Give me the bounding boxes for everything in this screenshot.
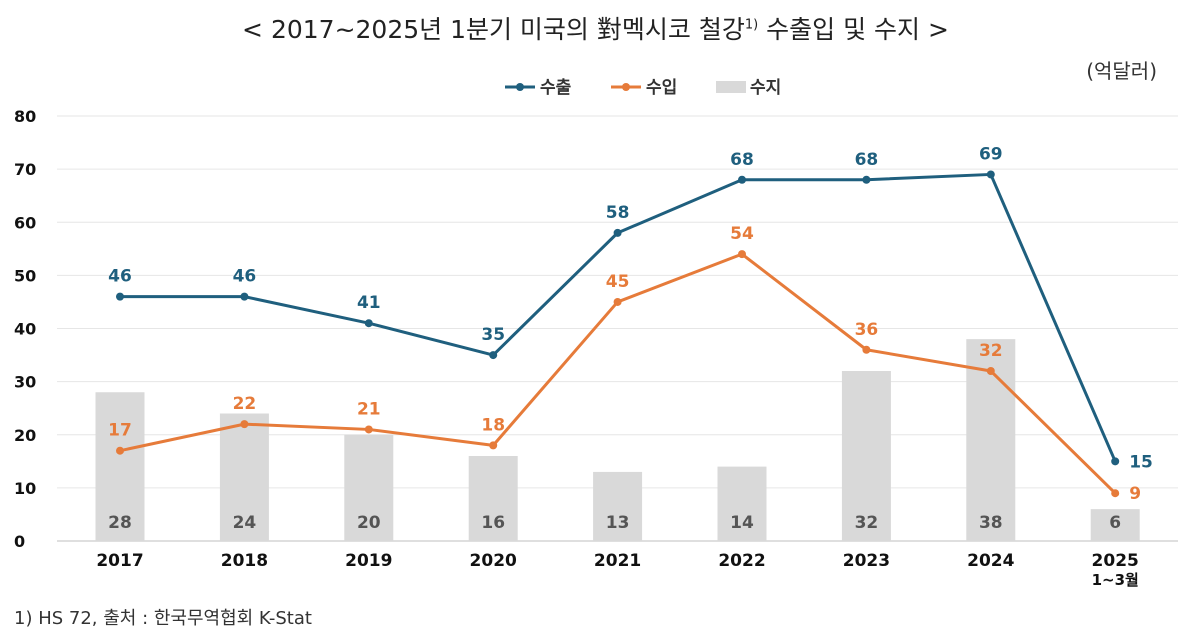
title-text: < 2017~2025년 1분기 미국의 對멕시코 철강 — [242, 15, 745, 44]
import-value-label: 32 — [979, 341, 1003, 361]
y-tick-label: 10 — [14, 479, 36, 498]
legend-export-label: 수출 — [540, 78, 572, 98]
legend-export-marker — [516, 83, 524, 91]
balance-bar — [344, 434, 394, 541]
title-suffix: 수출입 및 수지 > — [758, 15, 949, 44]
export-point — [986, 170, 995, 179]
import-point — [738, 250, 746, 259]
export-point — [1111, 457, 1120, 466]
legend-import-marker — [622, 83, 630, 91]
export-value-label: 69 — [979, 144, 1003, 164]
footnote: 1) HS 72, 출처 : 한국무역협회 K-Stat — [14, 608, 312, 629]
balance-value-label: 38 — [979, 513, 1003, 533]
balance-bar — [593, 471, 643, 541]
balance-value-label: 6 — [1109, 513, 1121, 533]
y-tick-label: 80 — [14, 107, 36, 126]
import-point — [1111, 489, 1120, 498]
import-point — [364, 425, 373, 434]
export-value-label: 68 — [730, 150, 754, 170]
unit-label: (억달러) — [1086, 59, 1157, 83]
import-point — [489, 441, 498, 450]
export-point — [489, 351, 498, 360]
export-point — [240, 292, 249, 301]
import-value-label: 17 — [108, 421, 132, 441]
balance-bar — [1090, 509, 1140, 541]
import-value-label: 36 — [855, 320, 879, 340]
balance-bar — [468, 456, 518, 541]
y-tick-label: 30 — [14, 373, 36, 392]
export-point — [613, 228, 622, 237]
balance-bar — [95, 392, 145, 541]
export-value-label: 46 — [233, 267, 257, 287]
balance-bar — [219, 413, 269, 541]
y-tick-label: 50 — [14, 266, 36, 285]
balance-value-label: 28 — [108, 513, 132, 533]
x-tick-label: 2020 — [470, 551, 517, 571]
export-value-label: 46 — [108, 267, 132, 287]
export-value-label: 58 — [606, 203, 630, 223]
x-tick-label: 2021 — [594, 551, 641, 571]
export-point — [862, 175, 871, 184]
chart-svg: 0 10 20 30 40 50 60 70 80 28 24 20 16 13 14 32 38 6 46 46 41… — [14, 78, 1178, 589]
legend-import-label: 수입 — [646, 78, 677, 98]
import-value-label: 45 — [606, 272, 630, 292]
x-tick-label: 2019 — [345, 551, 392, 571]
balance-value-label: 24 — [233, 513, 257, 533]
export-value-label: 68 — [855, 150, 879, 170]
title-note-mark: 1) — [744, 17, 759, 33]
import-point — [240, 420, 249, 429]
y-tick-label: 70 — [14, 160, 36, 179]
import-point — [116, 446, 124, 455]
balance-value-label: 16 — [481, 513, 505, 533]
x-tick-label: 2022 — [718, 551, 765, 571]
y-tick-label: 40 — [14, 320, 36, 339]
export-value-label: 15 — [1129, 452, 1153, 472]
x-tick-label: 2018 — [221, 551, 268, 571]
balance-value-label: 13 — [606, 513, 630, 533]
import-value-label: 9 — [1129, 484, 1141, 504]
export-value-label: 35 — [481, 325, 505, 345]
x-tick-label: 1~3월 — [1092, 571, 1139, 589]
x-tick-label: 2023 — [843, 551, 890, 571]
x-tick-label: 2025 — [1092, 551, 1139, 571]
y-tick-label: 60 — [14, 213, 36, 232]
import-value-label: 54 — [730, 224, 754, 244]
balance-value-label: 32 — [855, 513, 879, 533]
import-point — [986, 367, 995, 375]
export-point — [364, 319, 373, 328]
import-value-label: 21 — [357, 399, 381, 419]
legend-balance-label: 수지 — [750, 78, 781, 98]
y-tick-label: 0 — [14, 532, 25, 551]
balance-value-label: 20 — [357, 513, 381, 533]
chart-title: < 2017~2025년 1분기 미국의 對멕시코 철강1) 수출입 및 수지 … — [0, 10, 1191, 46]
export-value-label: 41 — [357, 293, 381, 313]
balance-bar — [717, 466, 767, 541]
x-tick-label: 2017 — [96, 551, 143, 571]
x-tick-label: 2024 — [967, 551, 1014, 571]
import-value-label: 22 — [233, 394, 257, 414]
import-point — [862, 345, 871, 354]
export-point — [116, 292, 124, 301]
balance-value-label: 14 — [730, 513, 754, 533]
import-value-label: 18 — [481, 415, 505, 435]
y-tick-label: 20 — [14, 426, 36, 445]
export-point — [738, 175, 746, 184]
import-point — [613, 297, 622, 306]
legend-balance-swatch — [716, 81, 746, 93]
balance-bar — [841, 371, 891, 541]
